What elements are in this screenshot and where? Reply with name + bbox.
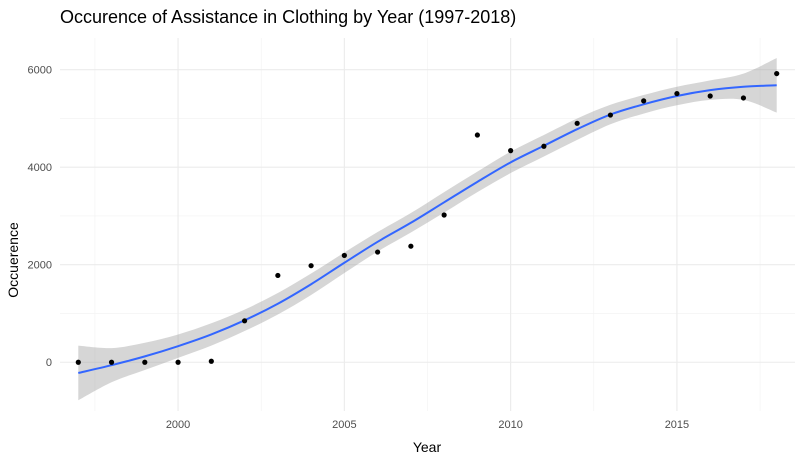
data-point xyxy=(275,272,281,279)
y-axis-title: Occuerence xyxy=(5,222,21,298)
x-tick-label: 2000 xyxy=(166,419,190,431)
y-tick-label: 0 xyxy=(46,357,52,369)
y-tick-label: 6000 xyxy=(28,65,52,77)
x-tick-label: 2010 xyxy=(498,419,522,431)
data-point xyxy=(175,359,181,365)
data-point xyxy=(75,359,81,365)
data-point xyxy=(441,212,447,218)
x-tick-label: 2015 xyxy=(665,419,689,431)
data-point xyxy=(241,318,248,324)
data-point xyxy=(774,70,780,77)
data-point xyxy=(341,252,347,259)
trend-line xyxy=(78,84,777,374)
data-point xyxy=(308,263,314,269)
data-point xyxy=(607,112,614,118)
data-point xyxy=(707,93,713,99)
data-point xyxy=(574,120,580,126)
data-point xyxy=(674,90,680,97)
chart-title: Occurence of Assistance in Clothing by Y… xyxy=(60,7,516,27)
y-tick-label: 2000 xyxy=(28,260,52,272)
data-point xyxy=(375,249,381,255)
data-point xyxy=(541,143,547,149)
confidence-band xyxy=(78,57,777,401)
data-point xyxy=(108,359,115,365)
plot-area: 2000 2005 2010 2015 0 2000 4000 6000 xyxy=(28,38,795,431)
x-tick-label: 2005 xyxy=(332,419,356,431)
data-point xyxy=(508,148,514,154)
x-axis-title: Year xyxy=(413,439,442,455)
data-point xyxy=(474,132,480,138)
data-point xyxy=(740,95,747,101)
data-point xyxy=(208,358,214,364)
data-point xyxy=(142,359,148,365)
y-tick-label: 4000 xyxy=(28,162,52,174)
data-point xyxy=(641,98,647,104)
data-point xyxy=(408,243,414,249)
